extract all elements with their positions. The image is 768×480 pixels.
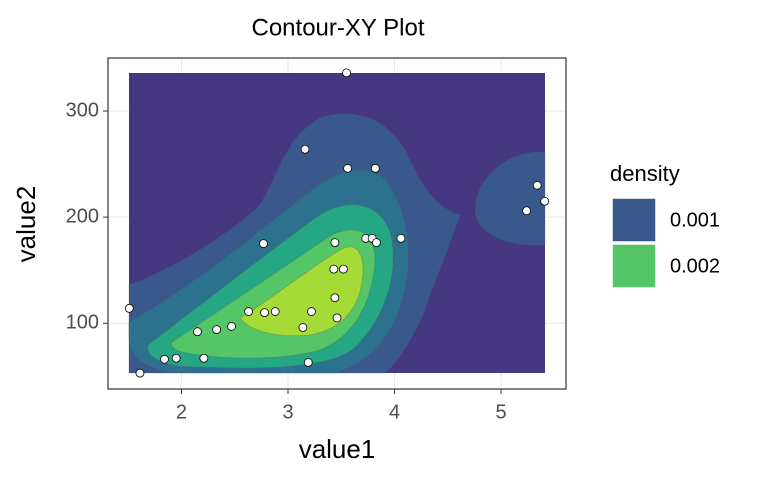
x-tick-label: 3 [282,401,293,423]
panel-border [107,57,567,390]
data-point [329,264,339,274]
data-point [338,264,348,274]
legend-label: 0.001 [670,209,720,231]
data-point [171,353,181,363]
points [124,68,550,378]
x-tick-label: 2 [176,401,187,423]
data-point [332,313,342,323]
data-point [199,353,209,363]
y-tick-label: 200 [66,205,99,227]
data-point [372,238,381,247]
data-point [540,196,550,206]
legend-title: density [610,161,680,186]
x-axis-title: value1 [299,434,376,464]
contours [128,73,546,374]
legend: 0.001 0.002 [611,197,720,289]
data-point [396,233,406,243]
contour-band [474,151,546,246]
data-point [260,308,269,318]
axes: 2 3 4 5 100 200 300 [66,99,507,423]
legend-swatch [611,243,657,289]
data-point [227,322,236,331]
data-point [342,68,351,78]
data-point [160,354,169,364]
y-tick-label: 300 [66,99,99,121]
data-point [370,163,380,173]
data-point [343,163,353,173]
data-point [300,144,310,154]
y-tick-label: 100 [66,312,99,334]
x-tick-label: 4 [389,401,400,423]
data-point [522,206,531,216]
data-point [259,239,268,249]
data-point [532,180,542,190]
data-point [270,307,280,316]
data-point [244,307,253,316]
data-point [330,293,340,303]
data-point [307,307,316,316]
y-axis-title: value2 [11,186,41,263]
data-point [135,368,145,378]
chart-title: Contour-XY Plot [252,14,425,41]
data-point [124,303,134,313]
data-point [298,323,308,332]
legend-swatch [611,197,657,243]
legend-label: 0.002 [670,255,720,277]
data-point [212,325,222,334]
data-point [303,358,313,367]
data-point [193,327,202,337]
data-point [330,238,340,247]
x-tick-label: 5 [495,401,506,423]
